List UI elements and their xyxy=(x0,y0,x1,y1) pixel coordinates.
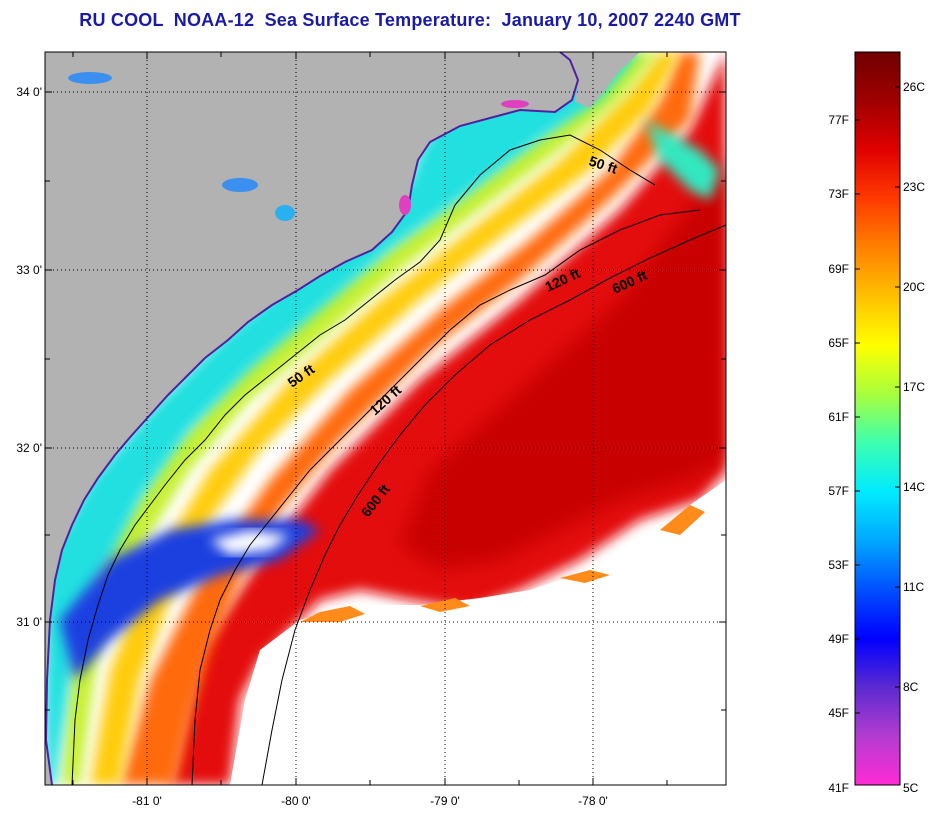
map-plot-area: 50 ft 120 ft 600 ft 50 ft 120 ft 600 ft xyxy=(45,52,726,785)
cb-c-17: 17C xyxy=(903,380,925,394)
graticule xyxy=(45,52,726,785)
cb-f-65: 65F xyxy=(828,336,849,350)
lon-label-80: -80 0' xyxy=(281,794,311,808)
lat-label-33: 33 0' xyxy=(16,263,42,277)
lon-label-79: -79 0' xyxy=(430,794,460,808)
land-mass xyxy=(45,52,578,785)
cb-f-57: 57F xyxy=(828,484,849,498)
cb-c-26: 26C xyxy=(903,80,925,94)
cb-f-61: 61F xyxy=(828,410,849,424)
map-frame xyxy=(44,51,727,786)
cb-f-41: 41F xyxy=(828,781,849,795)
cb-c-5: 5C xyxy=(903,781,919,795)
isobath-contours xyxy=(71,134,726,785)
lat-label-32: 32 0' xyxy=(16,441,42,455)
lat-label-31: 31 0' xyxy=(16,615,42,629)
cb-f-69: 69F xyxy=(828,262,849,276)
cb-c-11: 11C xyxy=(903,580,924,594)
cb-f-77: 77F xyxy=(828,113,849,127)
map-title: RU COOL NOAA-12 Sea Surface Temperature:… xyxy=(79,10,741,30)
contour-50ft xyxy=(71,134,656,785)
cb-c-14: 14C xyxy=(903,480,925,494)
cb-f-49: 49F xyxy=(828,632,849,646)
axis-ticks xyxy=(45,52,726,785)
cb-f-53: 53F xyxy=(828,558,849,572)
lat-label-34: 34 0' xyxy=(16,85,42,99)
contour-600ft xyxy=(261,224,726,785)
cb-f-45: 45F xyxy=(828,706,849,720)
lake-blob xyxy=(68,72,112,84)
colorbar-ticks xyxy=(855,86,900,714)
lon-label-81: -81 0' xyxy=(132,794,162,808)
cb-c-8: 8C xyxy=(903,680,919,694)
sst-field xyxy=(45,52,726,785)
cb-c-20: 20C xyxy=(903,280,925,294)
cloud-mask xyxy=(230,480,726,785)
cb-c-23: 23C xyxy=(903,180,925,194)
cb-f-73: 73F xyxy=(828,187,849,201)
lon-label-78: -78 0' xyxy=(578,794,608,808)
colorbar xyxy=(854,51,901,786)
contour-120ft xyxy=(191,209,701,785)
